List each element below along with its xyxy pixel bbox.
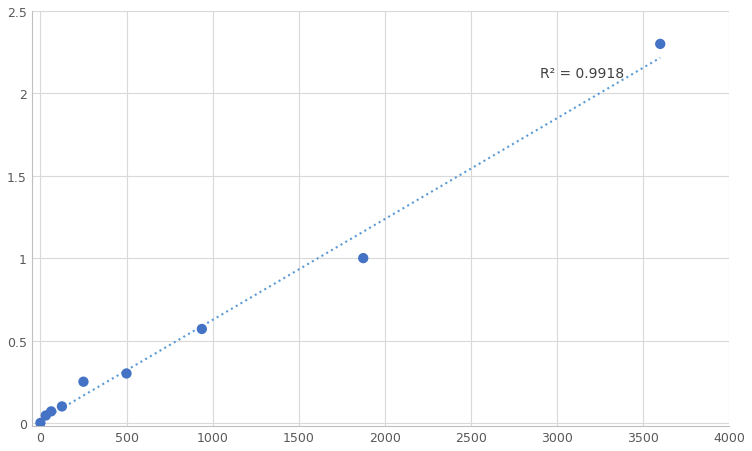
Point xyxy=(357,255,369,262)
Point xyxy=(45,408,57,415)
Point xyxy=(40,412,52,419)
Point xyxy=(196,326,208,333)
Point xyxy=(35,419,47,427)
Point xyxy=(77,378,89,386)
Text: R² = 0.9918: R² = 0.9918 xyxy=(540,67,624,81)
Point xyxy=(120,370,132,377)
Point xyxy=(56,403,68,410)
Point xyxy=(654,41,666,48)
